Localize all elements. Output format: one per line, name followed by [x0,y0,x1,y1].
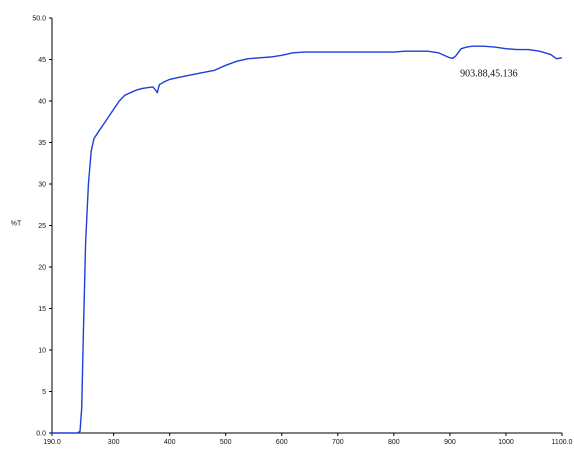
x-tick-label: 300 [108,439,120,446]
x-tick-label: 190.0 [43,439,61,446]
x-tick-label: 500 [220,439,232,446]
y-tick-label: 15 [38,306,46,313]
x-tick-label: 800 [388,439,400,446]
x-tick-label: 700 [332,439,344,446]
y-tick-label: 5 [42,389,46,396]
y-tick-label: 40 [38,99,46,106]
y-tick-label: 50.0 [32,16,46,23]
x-tick-label: 600 [276,439,288,446]
y-tick-label: 0.0 [36,431,46,438]
annotations: 903.88,45.136 [460,68,517,79]
series-line-transmittance [52,45,563,434]
series [52,45,563,434]
x-tick-label: 900 [444,439,456,446]
y-tick-label: 25 [38,223,46,230]
y-axis-label: %T [11,221,22,228]
ticks: 0.0 5 10 15 20 25 30 35 40 45 50.0 190.0 300 400 500 60… [32,16,572,447]
x-tick-label: 400 [164,439,176,446]
y-tick-label: 30 [38,182,46,189]
y-tick-label: 35 [38,140,46,147]
y-tick-label: 20 [38,265,46,272]
x-tick-label: 1100.0 [552,439,573,446]
x-tick-label: 1000 [498,439,514,446]
y-tick-label: 10 [38,348,46,355]
axes: %T [11,18,562,434]
y-tick-label: 45 [38,57,46,64]
peak-annotation-label: 903.88,45.136 [460,68,517,79]
